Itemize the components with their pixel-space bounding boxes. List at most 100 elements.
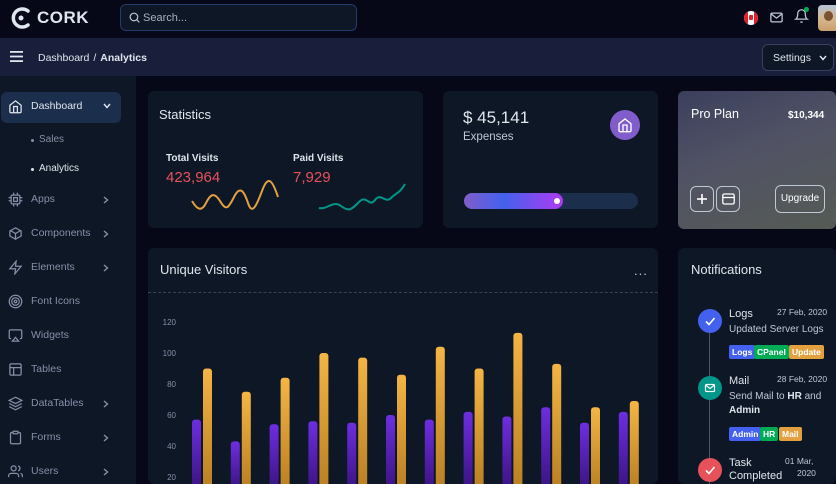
sidebar [0,76,136,484]
chart-bar[interactable] [591,407,600,484]
sidebar-item-label: Users [31,465,59,477]
check-icon [705,317,716,326]
mail-icon[interactable] [769,10,784,25]
total-visits-sparkline [191,180,279,210]
badge-hr: HR [760,427,779,441]
user-avatar[interactable] [818,5,836,31]
home-icon [618,118,632,133]
add-button[interactable] [690,186,714,212]
chart-bar[interactable] [230,441,240,484]
chart-bar[interactable] [397,374,406,484]
expenses-label: Expenses [463,131,514,143]
layers-icon [8,396,23,411]
box-icon [9,227,22,240]
chart-bar[interactable] [552,363,562,484]
y-tick-label: 60 [167,411,176,420]
badge-cpanel: CPanel [754,345,789,359]
chart-bar[interactable] [618,411,628,484]
timeline-dot-mail [698,376,722,400]
sidebar-item-label: Widgets [31,329,69,341]
timeline-line [709,324,710,484]
chart-bar[interactable] [424,419,434,484]
check-icon [705,466,716,475]
chart-bar[interactable] [308,421,318,484]
home-icon [9,100,22,114]
notification-dot [804,7,809,12]
badge-mail: Mail [779,427,802,441]
notification-date: 27 Feb, 2020 [777,307,828,317]
settings-label: Settings [773,52,811,64]
paid-visits-sparkline [318,183,406,211]
breadcrumb: Dashboard / Analytics [38,52,147,64]
expenses-progress-knob [554,198,561,204]
y-tick-label: 100 [162,349,176,358]
chart-bar[interactable] [463,411,473,484]
zap-icon [8,260,23,275]
notification-date: 28 Feb, 2020 [777,374,828,384]
chart-bar[interactable] [358,357,368,484]
chart-bar[interactable] [541,407,551,484]
chevron-right-icon [103,400,109,408]
chart-bar[interactable] [513,332,523,484]
timeline-dot-task [698,458,722,482]
bell-icon[interactable] [794,8,809,24]
sub-header: Dashboard / Analytics [0,38,836,76]
chart-bar[interactable] [280,377,290,484]
airplay-icon [8,329,23,342]
badge-update: Update [789,345,824,359]
notification-text-bold: Admin [729,405,761,416]
paid-visits-label: Paid Visits [293,153,344,164]
sidebar-subitem-sales[interactable]: Sales [31,134,64,145]
notification-text-part: Send Mail to [729,391,788,402]
chart-bar[interactable] [580,422,589,484]
chart-bar[interactable] [502,416,512,484]
chart-bar[interactable] [269,424,279,484]
search-icon [129,12,140,23]
breadcrumb-parent[interactable]: Dashboard [38,52,90,64]
chart-bar[interactable] [319,353,329,484]
y-tick-label: 20 [167,473,176,482]
expenses-value: $ 45,141 [463,108,530,127]
statistics-title: Statistics [159,107,212,122]
chevron-right-icon [103,230,109,238]
settings-dropdown[interactable]: Settings [762,44,834,71]
chevron-down-icon [103,103,111,109]
y-tick-label: 40 [167,442,176,451]
menu-toggle-icon[interactable] [10,51,23,62]
chart-bar[interactable] [203,368,212,484]
paid-visits-value: 7,929 [293,169,331,186]
chart-bar[interactable] [347,422,357,484]
timeline-dot-logs [698,309,722,333]
sidebar-item-label: Tables [31,363,62,375]
brand-name[interactable]: CORK [37,8,90,27]
card-button[interactable] [716,186,740,212]
sidebar-subitem-label: Analytics [39,163,80,174]
pro-plan-card [678,91,836,229]
more-options-icon[interactable]: ... [634,263,648,278]
total-visits-label: Total Visits [166,153,219,164]
plus-icon [697,194,707,204]
flag-canada-icon[interactable] [744,11,758,25]
pro-plan-title: Pro Plan [691,107,739,121]
chart-bar[interactable] [241,391,251,484]
chart-bar[interactable] [474,368,484,484]
sidebar-subitem-analytics[interactable]: Analytics [31,163,79,174]
search-input[interactable] [143,8,348,27]
notification-text-bold: HR [787,391,802,402]
chart-bar[interactable] [629,401,639,484]
search-box[interactable] [120,4,357,31]
pro-plan-price: $10,344 [788,110,825,121]
notifications-card [678,248,836,484]
cork-logo-icon[interactable] [10,6,32,30]
chevron-right-icon [103,468,109,476]
upgrade-button[interactable]: Upgrade [775,185,825,213]
notification-title: Mail [729,375,750,387]
chevron-right-icon [103,196,109,204]
chart-bar[interactable] [386,415,395,484]
notification-text-part: and [801,391,822,402]
chart-bar[interactable] [435,346,445,484]
chart-bar[interactable] [192,419,201,484]
notification-text: Send Mail to HR and Admin [729,390,829,418]
sidebar-item-label: Elements [31,261,75,273]
